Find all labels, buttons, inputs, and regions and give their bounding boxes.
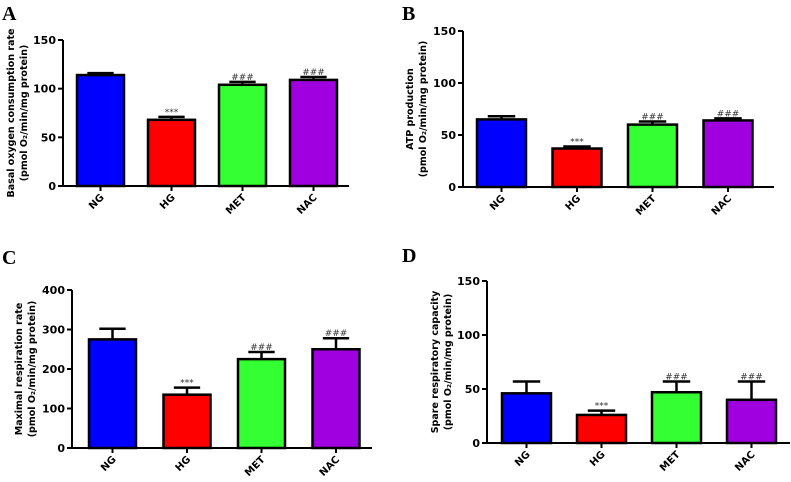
y-axis-label: Maximal respiration rate <box>14 303 25 436</box>
x-tick-label: MET <box>634 193 659 218</box>
significance-label: ### <box>641 112 664 122</box>
y-tick-label: 50 <box>441 129 457 142</box>
significance-label: *** <box>165 108 179 118</box>
bar-nac <box>311 348 361 450</box>
x-tick-label: HG <box>588 449 608 469</box>
significance-label: ### <box>740 372 763 382</box>
x-tick-label: NG <box>87 192 107 212</box>
bar-met <box>217 83 268 188</box>
bar-nac <box>702 119 754 189</box>
x-tick-label: HG <box>174 454 194 474</box>
x-tick-label: NG <box>513 449 533 469</box>
bar-met <box>626 123 679 189</box>
x-tick-label: NAC <box>710 193 734 217</box>
y-axis-unit-label: (pmol O₂/min/mg protein) <box>27 301 38 438</box>
panel-letter: D <box>402 245 416 267</box>
x-tick-label: MET <box>658 449 683 474</box>
bar-nac <box>725 398 778 445</box>
bar-ng <box>500 392 553 445</box>
x-tick-label: NAC <box>295 192 319 216</box>
y-tick-label: 100 <box>42 403 65 416</box>
y-tick-label: 400 <box>42 284 65 297</box>
x-tick-label: MET <box>224 192 249 217</box>
x-tick-label: NAC <box>318 454 342 478</box>
panel-letter: C <box>2 247 16 269</box>
y-tick-label: 0 <box>48 180 56 193</box>
significance-label: *** <box>595 402 609 412</box>
y-axis-unit-label: (pmol O₂/min/mg protein) <box>443 294 454 431</box>
panel-c: C NG *** HG ### MET ### NAC 0 100 200 300 400 Maximal… <box>2 247 372 479</box>
y-axis-label: Basal oxygen consumption rate <box>6 29 17 198</box>
bar-hg <box>575 413 628 445</box>
bar-hg <box>146 118 197 188</box>
y-tick-label: 100 <box>433 77 456 90</box>
bar-met <box>650 390 703 445</box>
y-tick-label: 0 <box>448 181 456 194</box>
x-tick-label: NG <box>99 454 119 474</box>
bar-hg <box>162 393 212 450</box>
panel-a: A NG *** HG ### MET ### NAC 0 50 100 150 Basal oxyge… <box>2 3 349 217</box>
y-tick-label: 50 <box>465 383 481 396</box>
y-axis-unit-label: (pmol O₂/min/mg protein) <box>19 45 30 182</box>
panel-d: D NG *** HG ### MET ### NAC 0 50 100 150 Spare respi… <box>402 245 790 474</box>
y-tick-label: 0 <box>472 437 480 450</box>
bar-ng <box>87 338 138 450</box>
y-tick-label: 150 <box>433 25 456 38</box>
y-tick-label: 100 <box>457 329 480 342</box>
y-tick-label: 300 <box>42 324 65 337</box>
bar-ng <box>475 118 528 189</box>
significance-label: ### <box>665 372 688 382</box>
significance-label: ### <box>717 109 740 119</box>
bar-met <box>236 357 287 450</box>
y-tick-label: 150 <box>457 275 480 288</box>
y-axis-label: ATP production <box>405 68 416 150</box>
bar-nac <box>288 78 339 188</box>
bar-ng <box>75 73 126 188</box>
y-tick-label: 200 <box>42 363 65 376</box>
y-tick-label: 50 <box>41 131 57 144</box>
x-tick-label: NG <box>488 193 508 213</box>
panel-b: B NG *** HG ### MET ### NAC 0 50 100 150 ATP product… <box>402 3 774 218</box>
x-tick-label: HG <box>564 193 584 213</box>
y-axis-unit-label: (pmol O₂/min/mg protein) <box>418 41 429 178</box>
y-tick-label: 100 <box>33 83 56 96</box>
panel-letter: A <box>2 3 17 25</box>
x-tick-label: MET <box>243 454 268 479</box>
y-axis-label: Spare respiratory capacity <box>430 290 441 433</box>
x-tick-label: HG <box>158 192 178 212</box>
x-tick-label: NAC <box>733 449 757 473</box>
significance-label: *** <box>180 379 194 389</box>
y-tick-label: 150 <box>33 34 56 47</box>
y-tick-label: 0 <box>57 442 65 455</box>
significance-label: *** <box>570 137 584 147</box>
bar-hg <box>551 147 603 189</box>
panel-letter: B <box>402 3 415 25</box>
significance-label: ### <box>250 343 273 353</box>
significance-label: ### <box>325 329 348 339</box>
significance-label: ### <box>231 73 254 83</box>
significance-label: ### <box>302 68 325 78</box>
